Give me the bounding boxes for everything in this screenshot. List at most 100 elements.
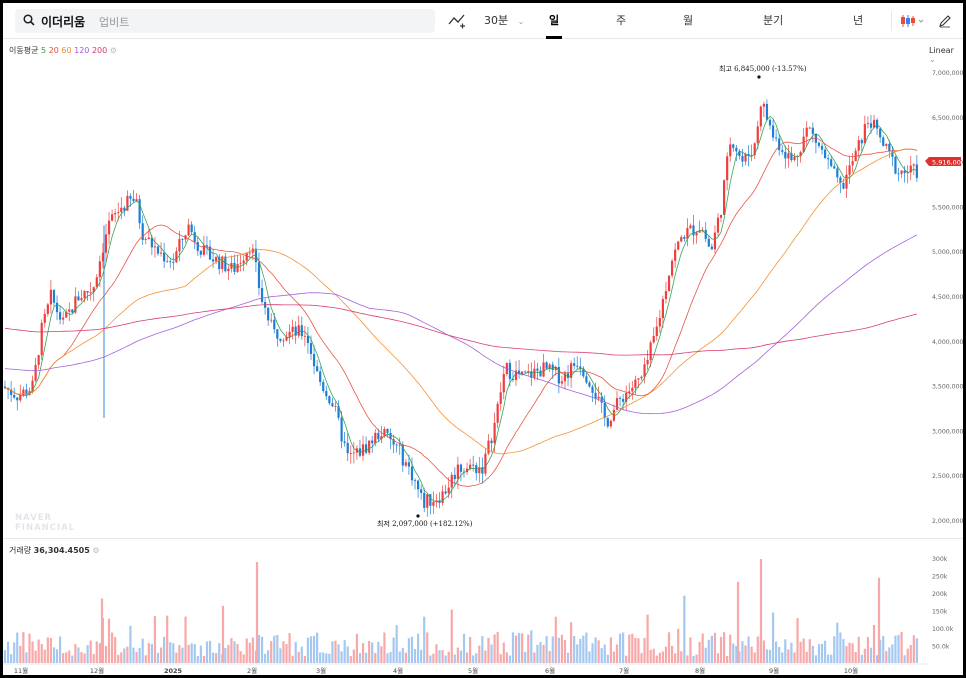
volume-bar bbox=[906, 648, 909, 663]
candle-body bbox=[710, 246, 713, 250]
candle-body bbox=[713, 232, 717, 250]
volume-bar bbox=[92, 654, 95, 663]
candle-body bbox=[297, 325, 300, 336]
candle-body bbox=[566, 373, 570, 378]
candle-body bbox=[208, 246, 212, 260]
volume-bar bbox=[723, 632, 726, 663]
time-tick-label: 10월 bbox=[844, 666, 858, 675]
chevron-down-icon: ⌄ bbox=[517, 17, 525, 26]
candle-body bbox=[891, 151, 894, 157]
ma-line-120 bbox=[4, 234, 918, 415]
candle-body bbox=[661, 299, 664, 319]
current-price: 5,916,000 bbox=[932, 159, 963, 167]
candle-body bbox=[407, 462, 411, 467]
price-tick-label: 7,000,000 bbox=[932, 70, 963, 77]
volume-bar bbox=[331, 641, 334, 663]
volume-bar bbox=[282, 641, 285, 663]
volume-bar bbox=[465, 652, 469, 663]
candle-body bbox=[493, 422, 496, 444]
candle-body bbox=[909, 165, 912, 173]
tab-quarter[interactable]: 분기 bbox=[763, 14, 784, 27]
volume-bar bbox=[756, 636, 759, 663]
candle-body bbox=[260, 287, 264, 302]
volume-bar bbox=[820, 643, 824, 663]
candle-body bbox=[337, 406, 340, 418]
scale-toggle[interactable]: Linear ⌄ bbox=[929, 46, 963, 64]
candle-type-icon[interactable] bbox=[900, 14, 926, 28]
volume-bar bbox=[227, 644, 230, 663]
candle-body bbox=[221, 256, 224, 270]
candle-body bbox=[912, 164, 915, 166]
volume-bar bbox=[643, 637, 646, 663]
volume-bar bbox=[392, 637, 395, 663]
candle-body bbox=[435, 500, 438, 502]
volume-bar bbox=[291, 655, 294, 663]
volume-bar bbox=[484, 650, 487, 663]
volume-bar bbox=[334, 640, 337, 663]
tab-year[interactable]: 년 bbox=[853, 14, 864, 27]
volume-bar bbox=[903, 655, 906, 663]
candle-body bbox=[420, 489, 423, 493]
settings-icon[interactable]: ⚙ bbox=[109, 46, 117, 55]
volume-bar bbox=[585, 632, 588, 663]
candle-body bbox=[554, 366, 557, 371]
candle-body bbox=[22, 389, 25, 396]
candle-body bbox=[820, 145, 824, 150]
indicator-icon[interactable] bbox=[448, 13, 466, 29]
price-tick-label: 5,500,000 bbox=[932, 204, 963, 211]
volume-bar bbox=[325, 653, 328, 663]
candle-body bbox=[472, 464, 475, 466]
candle-body bbox=[756, 126, 759, 144]
volume-bar bbox=[833, 636, 836, 663]
pencil-icon[interactable] bbox=[938, 14, 952, 28]
candle-body bbox=[386, 428, 389, 433]
volume-bar bbox=[628, 634, 631, 663]
volume-bar bbox=[300, 646, 303, 663]
volume-bar bbox=[239, 651, 242, 663]
candle-body bbox=[392, 439, 395, 445]
tab-month[interactable]: 월 bbox=[683, 14, 694, 27]
volume-bar bbox=[695, 654, 698, 663]
volume-bar bbox=[597, 640, 600, 663]
candle-body bbox=[765, 103, 769, 120]
volume-bar bbox=[267, 650, 270, 663]
search-box[interactable]: 이더리움 업비트 bbox=[15, 9, 435, 33]
candle-body bbox=[839, 177, 842, 183]
volume-bar bbox=[646, 614, 649, 663]
candle-body bbox=[383, 428, 386, 437]
volume-tick-label: 250k bbox=[932, 574, 948, 581]
candle-body bbox=[172, 262, 175, 263]
volume-bar bbox=[34, 650, 37, 663]
volume-bar bbox=[469, 637, 472, 663]
volume-bar bbox=[364, 652, 368, 663]
candle-body bbox=[89, 292, 92, 293]
volume-bar bbox=[322, 652, 325, 663]
volume-bar bbox=[612, 651, 616, 663]
volume-bar bbox=[55, 649, 59, 663]
volume-bar bbox=[915, 638, 918, 663]
volume-bar bbox=[233, 641, 236, 663]
chart-canvas[interactable]: 7,000,0006,500,0006,000,0005,500,0005,00… bbox=[3, 39, 963, 675]
candle-body bbox=[245, 253, 248, 261]
volume-bar bbox=[640, 653, 643, 663]
volume-bar bbox=[683, 595, 686, 663]
volume-bar bbox=[16, 632, 19, 663]
candle-body bbox=[49, 289, 52, 305]
tab-week[interactable]: 주 bbox=[616, 14, 627, 27]
interval-dropdown[interactable]: 30분 ⌄ bbox=[484, 12, 524, 28]
candle-body bbox=[166, 261, 169, 263]
volume-bar bbox=[661, 651, 664, 663]
candle-body bbox=[19, 395, 22, 401]
tab-day[interactable]: 일 bbox=[549, 14, 560, 27]
price-tick-label: 6,500,000 bbox=[932, 115, 963, 122]
candle-body bbox=[860, 140, 863, 144]
candle-body bbox=[775, 137, 778, 139]
volume-bar bbox=[625, 655, 628, 663]
candle-body bbox=[68, 309, 71, 312]
volume-bar bbox=[43, 649, 46, 663]
volume-bar bbox=[851, 643, 854, 663]
settings-icon[interactable]: ⚙ bbox=[92, 546, 100, 555]
volume-bar bbox=[312, 635, 316, 663]
volume-value: 36,304.4505 bbox=[33, 546, 90, 555]
volume-bar bbox=[453, 654, 456, 663]
